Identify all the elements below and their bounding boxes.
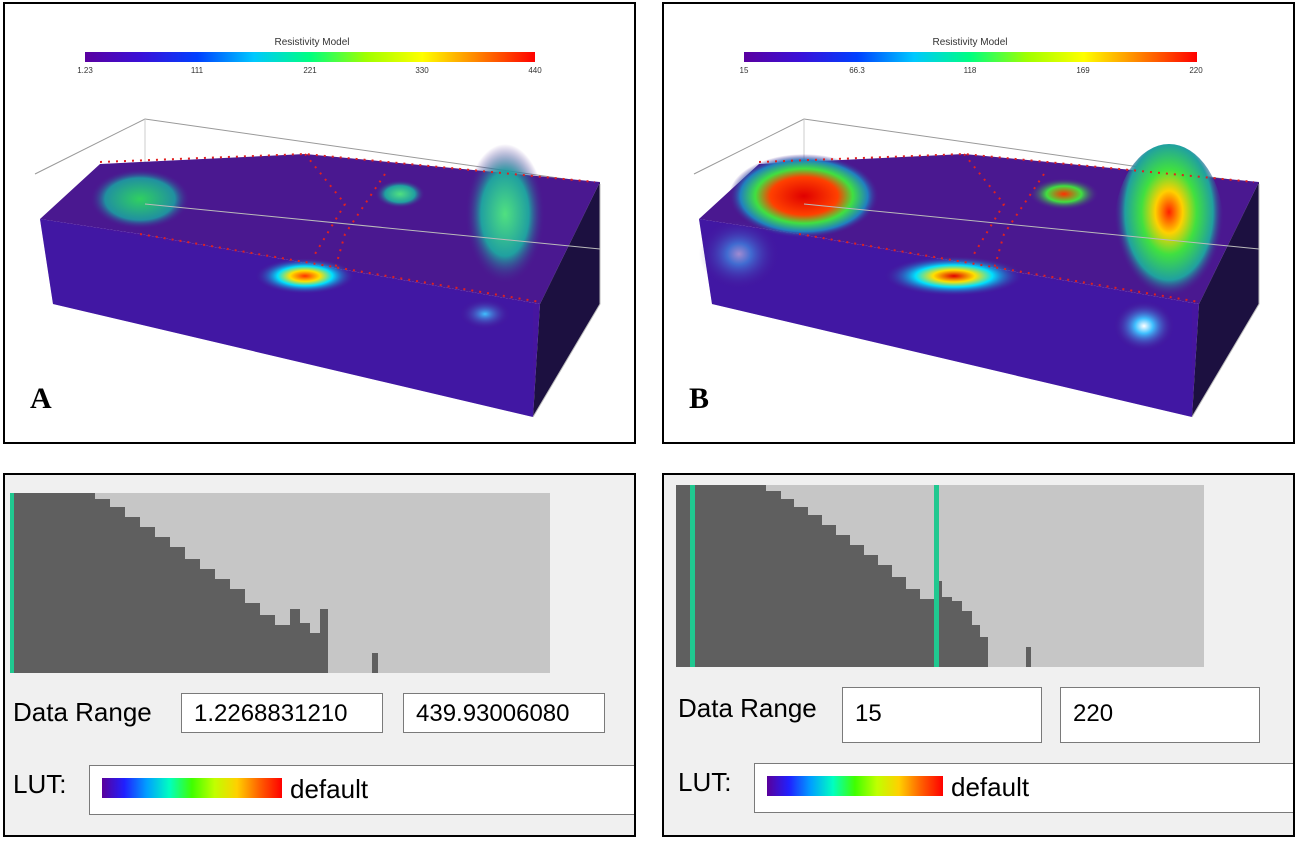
resistivity-model-3d-b: [693, 118, 1260, 418]
data-range-label-b: Data Range: [678, 693, 817, 723]
data-range-label-a: Data Range: [13, 697, 152, 727]
colorbar-tick: 220: [1189, 66, 1203, 75]
colorbar-b: [744, 52, 1197, 62]
colorbar-tick: 118: [963, 66, 977, 75]
lut-swatch-b: [767, 776, 943, 796]
lut-swatch-a: [102, 778, 282, 798]
colorbar-tick: 330: [415, 66, 429, 75]
lut-select-b[interactable]: default: [754, 763, 1293, 813]
colorbar-tick: 111: [190, 66, 204, 75]
colorbar-tick: 169: [1076, 66, 1090, 75]
histogram-b[interactable]: [676, 485, 1204, 667]
data-range-min-input-b[interactable]: 15: [842, 687, 1042, 743]
panel-label-b: B: [689, 382, 710, 415]
panel-label-a: A: [30, 382, 52, 415]
colorbar-a: [85, 52, 535, 62]
lut-name-a: default: [290, 774, 369, 804]
lut-label-a: LUT:: [13, 769, 67, 799]
resistivity-model-3d-a: [34, 118, 601, 418]
colorbar-title-a: Resistivity Model: [274, 37, 350, 48]
render-view-b[interactable]: Resistivity Model 15 66.3 118 169 220 B: [662, 2, 1295, 444]
colorbar-title-b: Resistivity Model: [932, 37, 1008, 48]
data-range-min-input-a[interactable]: 1.2268831210: [181, 693, 383, 733]
data-range-max-input-a[interactable]: 439.93006080: [403, 693, 605, 733]
render-view-a[interactable]: Resistivity Model 1.23 111 221 330 440: [3, 2, 636, 444]
colorbar-tick: 1.23: [77, 66, 93, 75]
lut-select-a[interactable]: default: [89, 765, 634, 815]
lut-label-b: LUT:: [678, 767, 732, 797]
colorbar-tick: 221: [303, 66, 317, 75]
colorbar-tick: 66.3: [849, 66, 865, 75]
data-range-max-input-b[interactable]: 220: [1060, 687, 1260, 743]
histogram-a[interactable]: [10, 493, 550, 673]
colormap-editor-b: Data Range 15 220 LUT: default: [662, 473, 1295, 837]
lut-name-b: default: [951, 772, 1030, 802]
colorbar-tick: 15: [739, 66, 749, 75]
colormap-editor-a: Data Range 1.2268831210 439.93006080 LUT…: [3, 473, 636, 837]
colorbar-tick: 440: [528, 66, 542, 75]
